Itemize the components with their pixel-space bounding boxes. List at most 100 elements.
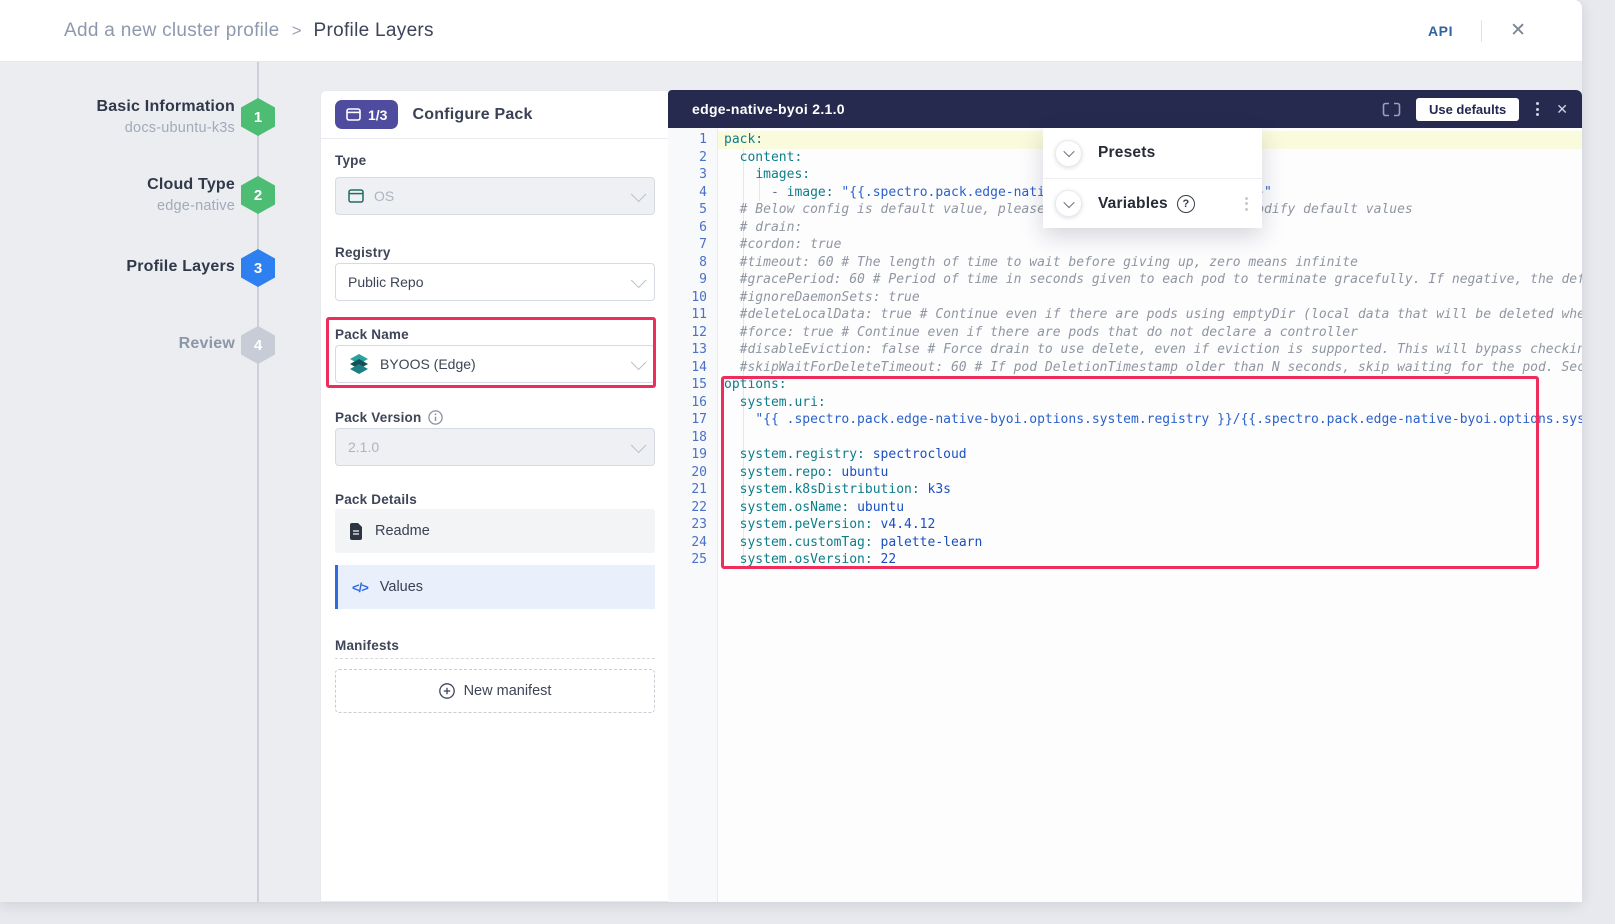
pack-name-select[interactable]: BYOOS (Edge) <box>335 345 655 383</box>
code-line: 22 system.osName: ubuntu <box>668 499 1582 517</box>
editor-header: edge-native-byoi 2.1.0 Use defaults ✕ <box>668 90 1582 128</box>
pack-version-label-row: Pack Version <box>335 410 444 425</box>
step-hexagon[interactable]: 4 <box>241 326 275 364</box>
code-line: 23 system.peVersion: v4.4.12 <box>668 516 1582 534</box>
values-tab-label: Values <box>379 579 424 595</box>
line-number: 24 <box>691 534 707 550</box>
variables-row[interactable]: Variables ? <box>1043 178 1262 228</box>
type-select[interactable]: OS <box>335 177 655 215</box>
os-window-icon <box>348 189 364 203</box>
step-labels: Profile Layers <box>0 258 235 276</box>
line-number: 7 <box>699 237 707 252</box>
presets-expand-icon[interactable] <box>1055 139 1082 167</box>
manifests-divider <box>335 658 655 659</box>
readme-tab-label: Readme <box>375 523 430 539</box>
step-label: Cloud Type <box>147 176 235 193</box>
registry-label: Registry <box>335 245 391 260</box>
pack-name-value: BYOOS (Edge) <box>380 356 476 372</box>
step-label: Basic Information <box>96 98 235 115</box>
step-labels: Basic Information docs-ubuntu-k3s <box>0 98 235 136</box>
pack-name-label: Pack Name <box>335 327 409 342</box>
code-line: 2 content: <box>668 149 1582 167</box>
line-number: 10 <box>691 289 707 305</box>
code-line: 21 system.k8sDistribution: k3s <box>668 481 1582 499</box>
line-number: 8 <box>699 254 707 270</box>
code-line: 12 #force: true # Continue even if there… <box>668 324 1582 342</box>
pack-version-value: 2.1.0 <box>348 439 380 455</box>
api-link[interactable]: API <box>1427 22 1454 39</box>
code-line: 15 options: <box>668 376 1582 394</box>
header-divider <box>1481 19 1483 42</box>
split-view-icon[interactable] <box>1382 102 1401 117</box>
line-number: 19 <box>691 447 707 462</box>
step-sublabel: docs-ubuntu-k3s <box>124 120 235 136</box>
configure-pack-title: Configure Pack <box>412 105 533 123</box>
line-number: 9 <box>699 272 707 287</box>
variables-kebab-menu-icon[interactable] <box>1243 195 1250 213</box>
line-number: 17 <box>691 412 707 427</box>
step-label: Review <box>178 335 235 352</box>
code-line: 16 system.uri: <box>668 394 1582 412</box>
step-label: Profile Layers <box>126 258 235 275</box>
line-number: 21 <box>691 482 707 497</box>
line-number: 2 <box>699 149 707 165</box>
step-hexagon[interactable]: 1 <box>241 98 275 136</box>
code-line: 24 system.customTag: palette-learn <box>668 534 1582 552</box>
code-line: 20 system.repo: ubuntu <box>668 464 1582 482</box>
code-line: 18 <box>668 429 1582 447</box>
breadcrumb-current: Profile Layers <box>313 19 434 41</box>
new-manifest-button[interactable]: New manifest <box>335 669 655 713</box>
code-line: 25 system.osVersion: 22 <box>668 551 1582 569</box>
window-icon <box>346 108 361 121</box>
registry-select[interactable]: Public Repo <box>335 263 655 301</box>
indent-guide <box>759 166 760 201</box>
step-basic-information[interactable]: Basic Information docs-ubuntu-k3s 1 <box>0 98 315 158</box>
step-cloud-type[interactable]: Cloud Type edge-native 2 <box>0 176 315 236</box>
registry-value: Public Repo <box>348 274 424 290</box>
step-hexagon[interactable]: 3 <box>241 249 275 287</box>
code-line: 8 #timeout: 60 # The length of time to w… <box>668 254 1582 272</box>
line-number: 14 <box>691 359 707 375</box>
variables-help-icon[interactable]: ? <box>1176 194 1195 213</box>
step-review[interactable]: Review 4 <box>0 326 315 386</box>
readme-tab[interactable]: Readme <box>335 509 655 553</box>
editor-gutter <box>668 128 718 902</box>
presets-row[interactable]: Presets <box>1043 128 1262 178</box>
code-line: 9 #gracePeriod: 60 # Period of time in s… <box>668 271 1582 289</box>
breadcrumb-parent[interactable]: Add a new cluster profile <box>64 19 280 41</box>
pack-version-select[interactable]: 2.1.0 <box>335 428 655 466</box>
step-hexagon[interactable]: 2 <box>241 176 275 214</box>
editor-kebab-menu-icon[interactable] <box>1534 100 1541 118</box>
type-label: Type <box>335 153 367 168</box>
plus-circle-icon <box>438 683 455 699</box>
info-icon[interactable] <box>428 410 444 425</box>
editor-close-icon[interactable]: ✕ <box>1556 101 1568 117</box>
chevron-down-icon <box>630 272 647 288</box>
presets-label: Presets <box>1098 144 1156 161</box>
variables-expand-icon[interactable] <box>1055 190 1082 217</box>
code-line: 10 #ignoreDaemonSets: true <box>668 289 1582 307</box>
code-line: 11 #deleteLocalData: true # Continue eve… <box>668 306 1582 324</box>
byoos-pack-icon <box>348 353 370 375</box>
code-line: 3 images: <box>668 166 1582 184</box>
breadcrumb-separator: > <box>291 20 302 40</box>
code-line: 7 #cordon: true <box>668 236 1582 254</box>
configure-pack-panel: 1/3 Configure Pack Type OS Registry Publ… <box>320 90 668 902</box>
editor-title: edge-native-byoi 2.1.0 <box>692 101 845 117</box>
wizard-stepper: Basic Information docs-ubuntu-k3s 1 Cloud T… <box>0 62 315 902</box>
add-cluster-profile-modal: Add a new cluster profile > Profile Laye… <box>0 0 1582 902</box>
values-editor: edge-native-byoi 2.1.0 Use defaults ✕ 1 <box>668 90 1582 902</box>
line-number: 18 <box>691 429 707 445</box>
line-number: 4 <box>699 184 707 200</box>
line-number: 12 <box>691 324 707 340</box>
use-defaults-button[interactable]: Use defaults <box>1415 97 1520 121</box>
values-tab[interactable]: </> Values <box>335 565 655 609</box>
line-number: 16 <box>691 394 707 410</box>
step-profile-layers[interactable]: Profile Layers 3 <box>0 249 315 309</box>
modal-close-icon[interactable]: ✕ <box>1510 20 1526 41</box>
line-number: 15 <box>691 377 707 392</box>
variables-label: Variables <box>1098 194 1168 212</box>
line-number: 13 <box>691 342 707 357</box>
